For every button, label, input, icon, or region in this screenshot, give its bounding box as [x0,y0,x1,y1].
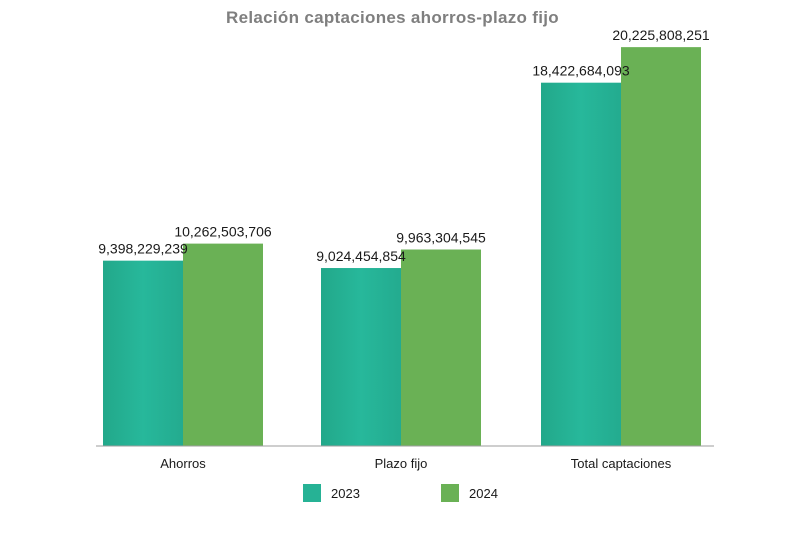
x-tick-label-ahorros: Ahorros [160,456,206,471]
legend: 2023 2024 [0,484,785,504]
data-label-plazo-fijo-2023: 9,024,454,854 [316,248,406,264]
legend-label-2024: 2024 [469,485,498,501]
legend-label-2023: 2023 [331,485,360,501]
x-tick-label-total-captaciones: Total captaciones [571,456,672,471]
legend-swatch-2024 [441,484,459,502]
x-tick-label-plazo-fijo: Plazo fijo [375,456,428,471]
data-label-total-captaciones-2023: 18,422,684,093 [532,63,630,79]
legend-item-2023: 2023 [303,484,360,502]
bar-plazo-fijo-2024 [401,249,481,446]
bar-total-captaciones-2024 [621,47,701,447]
data-label-total-captaciones-2024: 20,225,808,251 [612,27,710,43]
data-label-ahorros-2024: 10,262,503,706 [174,224,272,240]
bar-total-captaciones-2023 [541,82,621,446]
bar-ahorros-2024 [183,243,263,446]
chart-title: Relación captaciones ahorros-plazo fijo [226,8,559,27]
data-label-plazo-fijo-2024: 9,963,304,545 [396,230,486,246]
bar-plazo-fijo-2023 [321,268,401,446]
bar-ahorros-2023 [103,260,183,446]
bars-group [103,47,701,447]
legend-swatch-2023 [303,484,321,502]
legend-item-2024: 2024 [441,484,498,502]
data-label-ahorros-2023: 9,398,229,239 [98,241,188,257]
